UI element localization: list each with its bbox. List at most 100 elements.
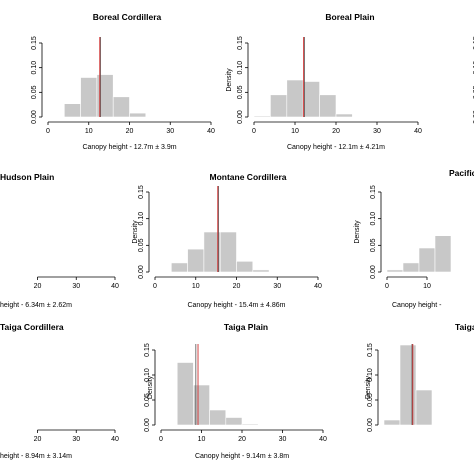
x-tick-label: 20 bbox=[34, 436, 42, 443]
x-tick-label: 40 bbox=[111, 283, 119, 290]
x-tick-label: 10 bbox=[192, 283, 200, 290]
histogram-panel: 0.00 0.05 0.10 0.15 0 10 20 30 40 Density Canopy h… bbox=[144, 322, 327, 460]
x-tick-label: 10 bbox=[423, 283, 431, 290]
y-tick-label: 0.10 bbox=[144, 368, 151, 382]
y-tick-label: 0.10 bbox=[237, 61, 244, 75]
x-tick-label: 40 bbox=[207, 128, 215, 135]
histogram-panel: 0.00 0.05 0.10 0.15 0 10 20 30 40 Density Canopy h… bbox=[132, 172, 322, 309]
y-tick-label: 0.10 bbox=[31, 61, 38, 75]
x-tick-label: 10 bbox=[198, 436, 206, 443]
histogram-bar bbox=[129, 112, 147, 118]
histogram-bar bbox=[80, 77, 98, 118]
y-tick-label: 0.00 bbox=[138, 265, 145, 279]
x-tick-label: 30 bbox=[166, 128, 174, 135]
x-tick-label: 30 bbox=[279, 436, 287, 443]
x-tick-label: 30 bbox=[72, 436, 80, 443]
histogram-bar bbox=[193, 384, 210, 426]
x-tick-label: 0 bbox=[252, 128, 256, 135]
histogram-bar bbox=[434, 235, 452, 273]
y-tick-label: 0.05 bbox=[367, 393, 374, 407]
y-tick-label: 0.15 bbox=[367, 343, 374, 357]
histogram-bar bbox=[386, 269, 404, 273]
histogram-panel: 0.00 0.05 0.10 0.15 Density Taiga bbox=[365, 322, 474, 432]
y-tick-label: 0.15 bbox=[138, 185, 145, 199]
y-axis-label: Density bbox=[226, 68, 233, 92]
chart-title: Boreal Cordillera bbox=[93, 12, 162, 22]
y-tick-label: 0.00 bbox=[237, 110, 244, 124]
y-tick-label: 0.15 bbox=[144, 343, 151, 357]
y-tick-label: 0.00 bbox=[370, 265, 377, 279]
y-tick-label: 0.05 bbox=[237, 85, 244, 99]
chart-title: Taiga bbox=[455, 322, 474, 332]
histogram-panel: 0.00 0.05 0.10 0.15 0 10 20 30 40 Canopy height -… bbox=[31, 12, 215, 151]
x-axis-label: Canopy height - bbox=[392, 302, 442, 309]
chart-title: Pacific bbox=[449, 168, 474, 178]
x-tick-label: 40 bbox=[111, 436, 119, 443]
x-axis-label: Canopy height - 15.4m ± 4.86m bbox=[187, 302, 285, 309]
y-tick-label: 0.10 bbox=[370, 212, 377, 226]
y-tick-label: 0.10 bbox=[367, 368, 374, 382]
chart-title: Boreal Plain bbox=[325, 12, 374, 22]
y-tick-label: 0.15 bbox=[237, 36, 244, 50]
x-tick-label: 40 bbox=[414, 128, 422, 135]
x-tick-label: 20 bbox=[126, 128, 134, 135]
histogram-bar bbox=[253, 115, 271, 118]
histogram-bar bbox=[171, 262, 188, 273]
histogram-bar bbox=[252, 269, 270, 273]
x-axis-label: Canopy height - 9.14m ± 3.8m bbox=[195, 453, 289, 460]
y-axis-label: Density bbox=[365, 375, 372, 399]
y-tick-label: 0.00 bbox=[31, 110, 38, 124]
histogram-bar bbox=[64, 103, 81, 118]
histogram-bar bbox=[219, 231, 237, 273]
histogram-bar bbox=[96, 74, 114, 118]
y-tick-label: 0.10 bbox=[138, 212, 145, 226]
x-tick-label: 30 bbox=[72, 283, 80, 290]
histogram-bar bbox=[418, 247, 436, 273]
histogram-panel: 0.00 0.05 0.10 0.15 0 10 Density Canopy height … bbox=[354, 168, 474, 309]
y-tick-label: 0.15 bbox=[370, 185, 377, 199]
y-tick-label: 0.05 bbox=[144, 393, 151, 407]
x-tick-label: 30 bbox=[373, 128, 381, 135]
y-axis-label: Density bbox=[354, 220, 361, 244]
histogram-bar bbox=[415, 389, 433, 426]
x-tick-label: 20 bbox=[332, 128, 340, 135]
histogram-bar bbox=[176, 362, 194, 426]
x-axis-label: height - 6.34m ± 2.62m bbox=[0, 302, 72, 309]
y-tick-label: 0.15 bbox=[31, 36, 38, 50]
histogram-bar bbox=[286, 79, 304, 118]
histogram-bar bbox=[302, 81, 320, 118]
histogram-bar bbox=[402, 262, 420, 273]
x-tick-label: 40 bbox=[314, 283, 322, 290]
histogram-panel: 20 30 40 height - 6.34m ± 2.62m Hudson Plain bbox=[0, 172, 119, 309]
x-tick-label: 20 bbox=[233, 283, 241, 290]
x-tick-label: 20 bbox=[34, 283, 42, 290]
x-tick-label: 0 bbox=[46, 128, 50, 135]
histogram-bar bbox=[236, 260, 254, 273]
y-axis-label: Density bbox=[132, 220, 139, 244]
y-tick-label: 0.05 bbox=[138, 238, 145, 252]
chart-title: Hudson Plain bbox=[0, 172, 54, 182]
x-tick-label: 0 bbox=[385, 283, 389, 290]
histogram-bar bbox=[270, 94, 288, 118]
x-axis-label: Canopy height - 12.7m ± 3.9m bbox=[82, 144, 176, 151]
x-axis-label: height - 8.94m ± 3.14m bbox=[0, 453, 72, 460]
histogram-bar bbox=[335, 113, 353, 118]
histogram-panel: 20 30 40 height - 8.94m ± 3.14m Taiga Cordil… bbox=[0, 322, 119, 460]
chart-title: Taiga Cordillera bbox=[0, 322, 64, 332]
x-tick-label: 10 bbox=[85, 128, 93, 135]
chart-title: Taiga Plain bbox=[224, 322, 268, 332]
histogram-bar bbox=[112, 96, 130, 118]
histogram-bar bbox=[383, 419, 401, 426]
y-tick-label: 0.05 bbox=[31, 85, 38, 99]
x-tick-label: 10 bbox=[291, 128, 299, 135]
histogram-bar bbox=[241, 423, 259, 426]
histogram-bar bbox=[225, 417, 243, 426]
x-tick-label: 0 bbox=[159, 436, 163, 443]
histogram-bar bbox=[319, 94, 337, 118]
x-tick-label: 0 bbox=[153, 283, 157, 290]
y-axis-label: Density bbox=[147, 375, 154, 399]
histogram-bar bbox=[399, 344, 417, 426]
chart-title: Montane Cordillera bbox=[210, 172, 287, 182]
histogram-bar bbox=[187, 248, 205, 273]
histogram-bar bbox=[209, 409, 227, 426]
